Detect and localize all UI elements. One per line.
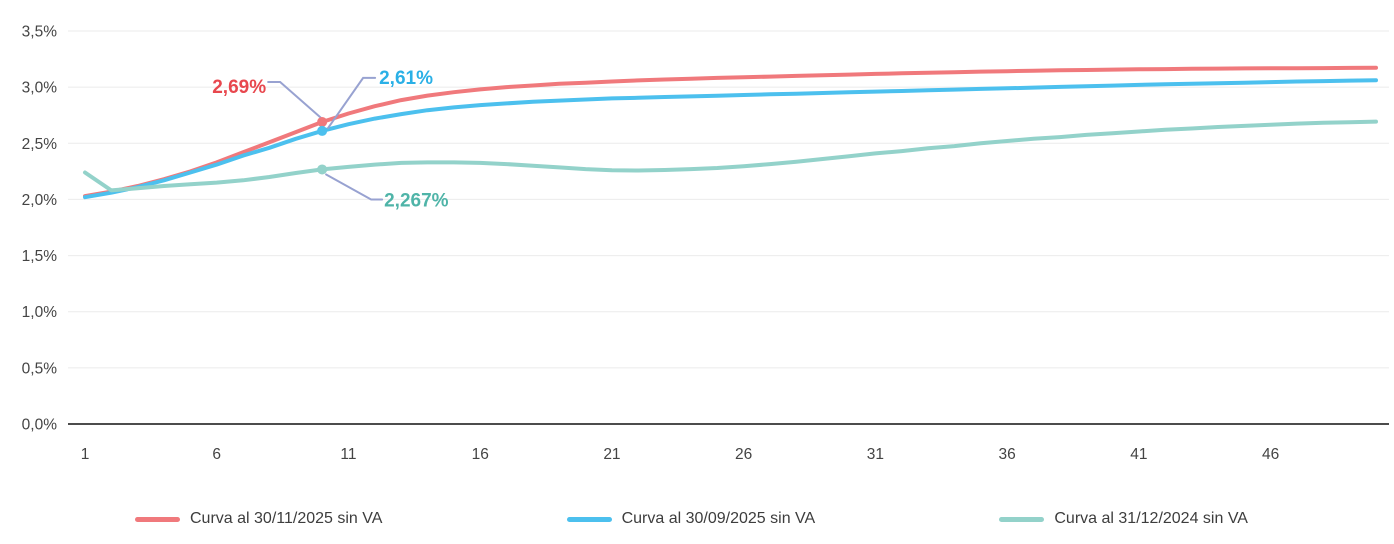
callout-line-2-61 — [327, 76, 377, 129]
y-axis-tick-label: 3,0% — [22, 80, 58, 97]
legend-swatch-teal — [999, 516, 1045, 522]
series-line-curva-al-31-12-2024-sin-va[interactable] — [83, 119, 1378, 193]
x-axis-tick-label: 46 — [1262, 446, 1279, 463]
series-line-curva-al-30-09-2025-sin-va[interactable] — [83, 78, 1378, 200]
data-point-marker-2-267[interactable] — [317, 164, 328, 175]
y-axis-tick-label: 1,5% — [22, 248, 58, 265]
x-axis-tick-label: 21 — [603, 446, 620, 463]
legend-swatch-blue — [566, 516, 612, 522]
series-line-curva-al-30-11-2025-sin-va[interactable] — [83, 65, 1378, 199]
x-axis-tick-label: 41 — [1130, 446, 1147, 463]
legend-label-curva-30-09-2025: Curva al 30/09/2025 sin VA — [621, 510, 816, 527]
x-axis-tick-label: 1 — [81, 446, 90, 463]
data-point-marker-2-61[interactable] — [317, 125, 328, 136]
x-axis-tick-label: 26 — [735, 446, 752, 463]
y-axis-tick-label: 2,5% — [22, 136, 58, 153]
x-axis-tick-label: 31 — [867, 446, 884, 463]
legend-swatch-red — [135, 516, 180, 522]
x-axis-tick-label: 16 — [472, 446, 489, 463]
y-axis-tick-label: 1,0% — [22, 304, 58, 321]
legend-label-curva-30-11-2025: Curva al 30/11/2025 sin VA — [190, 510, 383, 527]
y-axis-tick-label: 0,5% — [22, 360, 58, 377]
callout-line-2-267 — [325, 173, 384, 201]
legend: Curva al 30/11/2025 sin VA Curva al 30/0… — [0, 503, 1394, 535]
callout-line-2-69 — [267, 80, 323, 119]
data-label-2-61: 2,61% — [379, 68, 433, 89]
data-point-marker-2-69[interactable] — [317, 116, 328, 127]
y-axis-tick-label: 3,5% — [22, 24, 58, 41]
data-label-2-267: 2,267% — [384, 190, 449, 211]
y-axis-tick-label: 0,0% — [22, 417, 58, 434]
legend-item-curva-30-09-2025[interactable]: Curva al 30/09/2025 sin VA — [566, 510, 816, 528]
plot-area: 0,0%0,5%1,0%1,5%2,0%2,5%3,0%3,5%1 6 11 16 21… — [22, 24, 1389, 463]
legend-item-curva-30-11-2025[interactable]: Curva al 30/11/2025 sin VA — [135, 510, 382, 528]
legend-label-curva-31-12-2024: Curva al 31/12/2024 sin VA — [1054, 510, 1248, 527]
y-axis-tick-label: 2,0% — [22, 192, 58, 209]
x-axis-tick-label: 6 — [212, 446, 221, 463]
x-axis-tick-label: 11 — [340, 446, 356, 463]
x-axis-tick-label: 36 — [999, 446, 1016, 463]
legend-item-curva-31-12-2024[interactable]: Curva al 31/12/2024 sin VA — [999, 510, 1248, 528]
data-label-2-69: 2,69% — [212, 77, 266, 98]
